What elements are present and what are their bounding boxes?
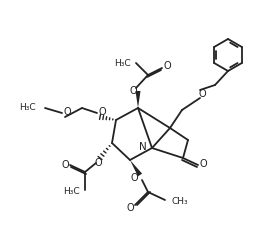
Text: O: O [130,173,138,183]
Text: O: O [129,86,137,96]
Text: O: O [98,107,106,117]
Text: H₃C: H₃C [114,59,130,67]
Text: N: N [139,142,147,152]
Polygon shape [130,160,142,176]
Text: O: O [63,107,71,117]
Polygon shape [135,91,140,108]
Text: O: O [94,158,102,168]
Text: O: O [199,159,207,169]
Text: O: O [163,61,171,71]
Text: O: O [61,160,69,170]
Text: H₃C: H₃C [19,102,35,112]
Text: H₃C: H₃C [63,187,79,196]
Text: O: O [198,89,206,99]
Text: O: O [126,203,134,213]
Text: CH₃: CH₃ [172,198,188,207]
